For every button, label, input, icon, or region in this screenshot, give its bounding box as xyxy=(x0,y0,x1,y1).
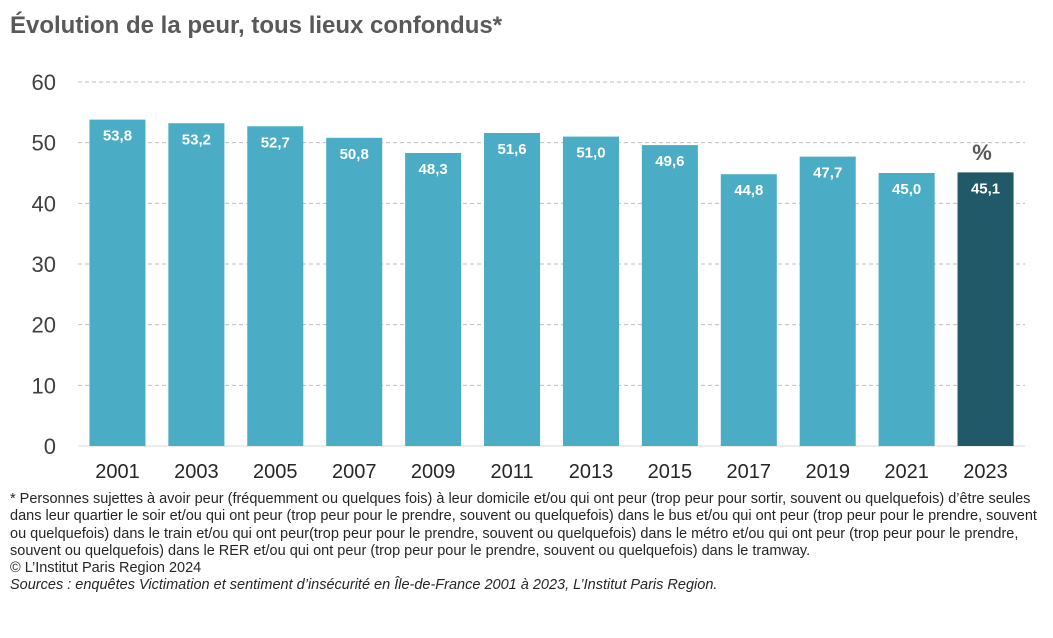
chart-title: Évolution de la peur, tous lieux confond… xyxy=(10,12,503,39)
bar-2019 xyxy=(799,156,856,446)
x-tick-label-2005: 2005 xyxy=(253,461,298,483)
bar-chart: 0 10 20 30 40 50 60 53,8 53,2 52,7 50,8 48,3 51,6 51… xyxy=(32,70,1025,483)
x-tick-label-2007: 2007 xyxy=(332,461,377,483)
footnote-note: * Personnes sujettes à avoir peur (fréqu… xyxy=(10,491,1037,559)
bars: 53,8 53,2 52,7 50,8 48,3 51,6 51,0 49,6 44,8 47,7… xyxy=(89,119,1014,447)
x-tick-label-2021: 2021 xyxy=(884,461,929,483)
y-tick-label: 20 xyxy=(32,313,56,338)
y-tick-label: 0 xyxy=(44,434,56,459)
x-tick-label-2023: 2023 xyxy=(963,461,1008,483)
bar-2015 xyxy=(641,145,698,447)
y-axis: 0 10 20 30 40 50 60 xyxy=(32,70,56,459)
value-label-2021: 45,0 xyxy=(892,181,921,198)
bar-2011 xyxy=(484,132,541,446)
value-label-2011: 51,6 xyxy=(497,141,526,158)
value-label-2019: 47,7 xyxy=(813,165,842,182)
bar-2023 xyxy=(957,172,1014,447)
bar-2009 xyxy=(405,152,462,447)
y-tick-label: 60 xyxy=(32,70,56,95)
bar-2001 xyxy=(89,119,146,446)
x-tick-label-2017: 2017 xyxy=(727,461,772,483)
bar-2017 xyxy=(720,174,777,447)
y-tick-label: 50 xyxy=(32,131,56,156)
y-tick-label: 30 xyxy=(32,252,56,277)
footnote: * Personnes sujettes à avoir peur (fréqu… xyxy=(10,491,1045,595)
unit-label: % xyxy=(972,140,992,165)
sources-line: Sources : enquêtes Victimation et sentim… xyxy=(10,577,718,594)
value-label-2013: 51,0 xyxy=(576,145,605,162)
bar-2007 xyxy=(326,137,383,446)
x-axis: 2001 2003 2005 2007 2009 2011 2013 2015 2017 2019… xyxy=(95,461,1008,483)
value-label-2001: 53,8 xyxy=(103,128,132,145)
x-tick-label-2001: 2001 xyxy=(95,461,140,483)
value-label-2007: 50,8 xyxy=(340,146,369,163)
value-label-2005: 52,7 xyxy=(261,134,290,151)
value-label-2003: 53,2 xyxy=(182,131,211,148)
value-label-2009: 48,3 xyxy=(419,161,448,178)
x-tick-label-2011: 2011 xyxy=(491,461,534,483)
bar-2005 xyxy=(247,126,304,446)
gridlines xyxy=(78,81,1025,447)
bar-2021 xyxy=(878,173,935,446)
x-tick-label-2019: 2019 xyxy=(805,461,850,483)
value-label-2017: 44,8 xyxy=(734,182,763,199)
value-label-2023: 45,1 xyxy=(971,180,1000,197)
y-tick-label: 40 xyxy=(32,191,56,216)
copyright-line: © L’Institut Paris Region 2024 xyxy=(10,560,202,577)
x-tick-label-2015: 2015 xyxy=(648,461,693,483)
x-tick-label-2003: 2003 xyxy=(174,461,219,483)
bar-2013 xyxy=(562,136,619,446)
bar-2003 xyxy=(168,123,225,447)
value-label-2015: 49,6 xyxy=(655,153,684,170)
x-tick-label-2009: 2009 xyxy=(411,461,456,483)
x-tick-label-2013: 2013 xyxy=(569,461,614,483)
y-tick-label: 10 xyxy=(32,373,56,398)
